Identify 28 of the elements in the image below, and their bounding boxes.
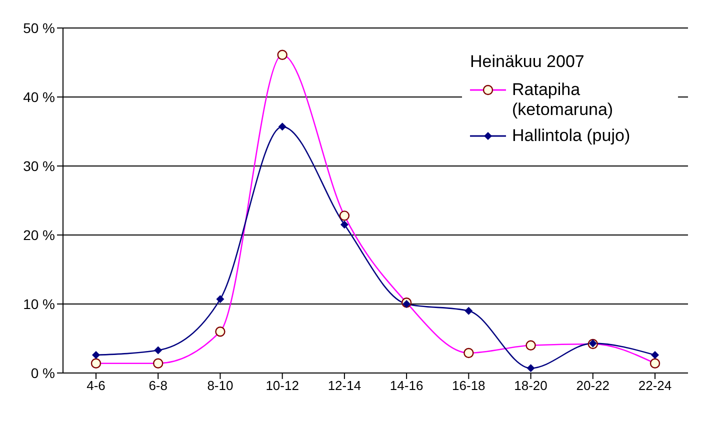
x-tick-label: 10-12: [266, 378, 299, 394]
y-tick-label: 20 %: [23, 226, 55, 243]
x-tick-label: 16-18: [452, 378, 486, 394]
y-tick-label: 0 %: [30, 364, 55, 381]
x-tick-label: 14-16: [390, 378, 424, 394]
y-tick-label: 50 %: [23, 20, 55, 36]
x-tick-label: 22-24: [638, 378, 672, 394]
y-tick-label: 10 %: [23, 296, 55, 312]
y-tick-label: 30 %: [23, 158, 55, 174]
point: [154, 346, 162, 354]
x-tick-label: 4-6: [86, 378, 106, 394]
x-tick-label: 12-14: [328, 378, 362, 394]
point: [340, 220, 348, 229]
legend-title: Heinäkuu 2007: [470, 52, 586, 72]
legend-label: Ratapiha (ketomaruna): [512, 80, 614, 120]
point: [464, 306, 473, 315]
x-tick-label: 20-22: [576, 378, 610, 394]
x-tick-label: 8-10: [207, 378, 234, 394]
legend-label: Hallintola (pujo): [512, 126, 632, 146]
point: [92, 351, 100, 360]
point: [651, 351, 659, 360]
point: [402, 300, 411, 308]
point: [526, 364, 535, 372]
y-tick-label: 40 %: [23, 88, 55, 105]
point: [216, 295, 224, 304]
point: [278, 122, 286, 131]
x-tick-label: 6-8: [148, 378, 168, 394]
x-tick-label: 18-20: [514, 378, 548, 394]
